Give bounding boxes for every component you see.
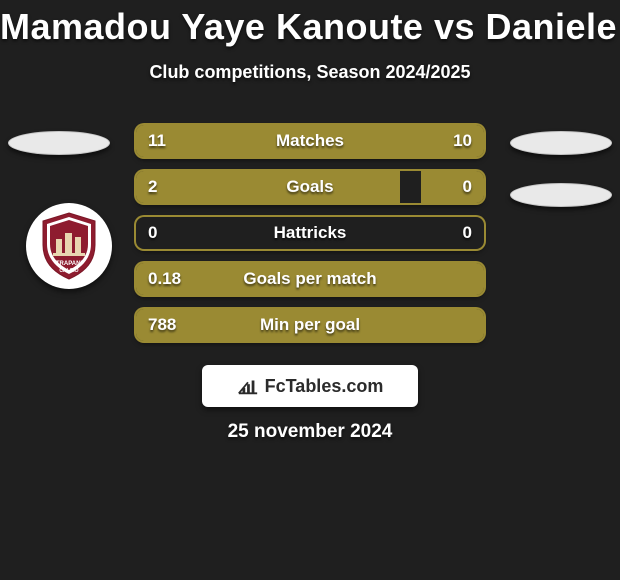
bar-chart-icon: [237, 376, 259, 396]
brand-tld: .com: [341, 376, 383, 396]
stat-row: 1110Matches: [136, 125, 484, 157]
stat-fill-left: [136, 263, 484, 295]
stat-row: 788Min per goal: [136, 309, 484, 341]
brand-box: FcTables.com: [202, 365, 418, 407]
stat-value-right: 0: [451, 217, 484, 249]
player-chip-left: [8, 131, 110, 155]
snapshot-date: 25 november 2024: [0, 421, 620, 443]
brand-site: FcTables: [265, 376, 342, 396]
club-badge: TRAPANI CALCIO: [26, 203, 112, 289]
stat-fill-left: [136, 125, 317, 157]
stat-fill-left: [136, 171, 400, 203]
stat-bar-list: 1110Matches 20Goals 0 0Hattricks 0.18Goals p…: [136, 125, 484, 355]
player-chip-right-1: [510, 131, 612, 155]
stat-row: 20Goals: [136, 171, 484, 203]
stat-value-left: 0: [136, 217, 169, 249]
stat-row: 0.18Goals per match: [136, 263, 484, 295]
stat-fill-right: [421, 171, 484, 203]
stat-fill-left: [136, 309, 484, 341]
stat-row: 0 0Hattricks: [136, 217, 484, 249]
player-chip-right-2: [510, 183, 612, 207]
shield-icon: TRAPANI CALCIO: [38, 211, 100, 281]
svg-text:TRAPANI: TRAPANI: [56, 261, 83, 267]
stat-label: Hattricks: [136, 217, 484, 249]
stat-fill-right: [317, 125, 484, 157]
brand-text: FcTables.com: [265, 376, 384, 397]
page-title: Mamadou Yaye Kanoute vs Daniele Franco: [0, 0, 620, 48]
svg-text:CALCIO: CALCIO: [59, 268, 78, 274]
page-subtitle: Club competitions, Season 2024/2025: [0, 62, 620, 83]
